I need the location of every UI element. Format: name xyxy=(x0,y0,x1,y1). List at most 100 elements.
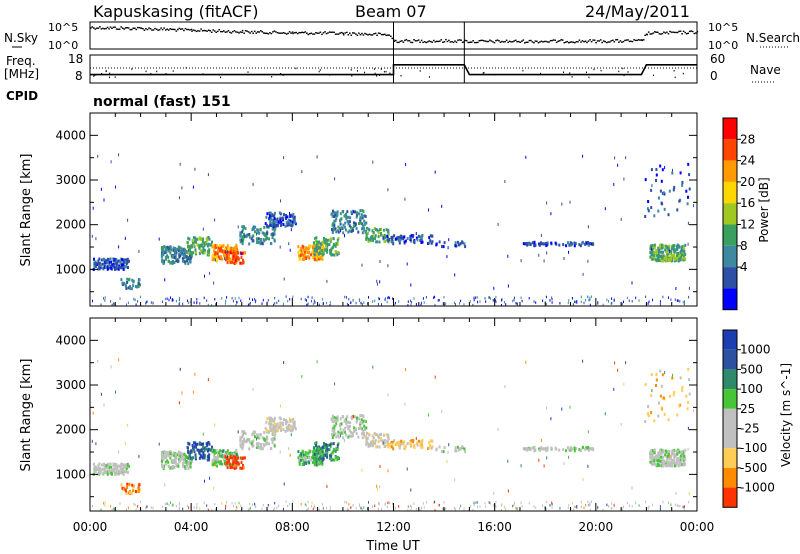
velocity-sample xyxy=(334,418,337,422)
power-sample xyxy=(112,264,115,268)
colorbar-tick-label: 24 xyxy=(740,154,755,168)
power-sample xyxy=(186,251,188,255)
power-sample xyxy=(387,188,389,192)
power-sample xyxy=(232,299,234,303)
nsky-sample xyxy=(566,40,569,43)
velocity-sample xyxy=(237,461,240,465)
velocity-ylabel: Slant Range [km] xyxy=(19,359,34,472)
nsky-sample xyxy=(90,27,92,29)
power-sample xyxy=(116,261,119,265)
velocity-sample xyxy=(273,425,276,429)
velocity-sample xyxy=(311,501,313,504)
nsky-sample xyxy=(347,34,350,36)
velocity-sample xyxy=(289,417,290,420)
nsky-sample xyxy=(622,40,625,43)
velocity-sample xyxy=(663,462,666,465)
power-sample xyxy=(372,239,374,243)
power-sample xyxy=(241,242,244,246)
velocity-sample xyxy=(169,456,172,460)
velocity-sample xyxy=(343,419,346,423)
colorbar-segment xyxy=(723,349,737,370)
power-sample xyxy=(682,258,685,262)
velocity-sample xyxy=(658,464,660,467)
nsky-sample xyxy=(108,28,110,30)
nsky-sample xyxy=(396,41,399,44)
nsky-sample xyxy=(504,41,506,43)
power-sample xyxy=(163,245,166,249)
velocity-sample xyxy=(186,456,188,460)
nsky-sample xyxy=(388,34,390,36)
power-sample xyxy=(100,258,103,262)
nsky-label: N.Sky xyxy=(4,31,38,45)
power-sample xyxy=(688,295,690,299)
velocity-sample xyxy=(346,415,349,419)
power-sample xyxy=(638,299,640,302)
power-sample xyxy=(356,213,358,217)
power-sample xyxy=(667,248,670,251)
velocity-sample xyxy=(515,506,517,510)
power-sample xyxy=(115,263,118,267)
power-sample xyxy=(378,297,379,300)
power-sample xyxy=(182,253,185,257)
velocity-sample xyxy=(388,501,390,505)
nsky-sample xyxy=(158,29,161,31)
power-sample xyxy=(232,247,235,251)
power-sample xyxy=(469,300,471,303)
power-sample xyxy=(255,240,258,244)
velocity-sample xyxy=(213,454,216,458)
power-sample xyxy=(346,296,347,299)
power-sample xyxy=(120,278,123,282)
velocity-sample xyxy=(459,447,462,451)
velocity-sample xyxy=(269,426,272,429)
velocity-sample xyxy=(324,453,327,457)
power-sample xyxy=(125,265,127,269)
velocity-sample xyxy=(103,502,105,505)
velocity-sample xyxy=(384,441,386,445)
power-sample xyxy=(334,251,337,255)
velocity-sample xyxy=(163,450,166,454)
power-sample xyxy=(443,241,446,245)
power-sample xyxy=(282,213,285,216)
nsky-sample xyxy=(301,31,303,33)
power-sample xyxy=(442,245,445,249)
power-sample xyxy=(300,297,302,301)
power-sample xyxy=(132,284,135,288)
power-sample xyxy=(221,250,224,254)
nsky-sample xyxy=(93,27,95,29)
velocity-sample xyxy=(672,449,675,453)
power-sample xyxy=(428,208,429,212)
nsky-sample xyxy=(583,41,585,43)
velocity-sample xyxy=(367,507,369,510)
nsky-sample xyxy=(115,28,118,30)
nsky-sample xyxy=(575,41,578,43)
velocity-sample xyxy=(361,421,364,425)
power-sample xyxy=(140,295,141,299)
velocity-sample xyxy=(319,451,322,455)
power-sample xyxy=(323,239,326,243)
velocity-sample xyxy=(326,484,328,488)
nave-sample xyxy=(389,72,391,74)
nsky-sample xyxy=(209,30,211,32)
nsky-sample xyxy=(272,31,274,33)
velocity-sample xyxy=(382,433,385,437)
velocity-sample xyxy=(329,456,332,460)
power-sample xyxy=(417,234,420,238)
velocity-sample xyxy=(463,508,465,511)
velocity-sample xyxy=(209,476,211,480)
power-sample xyxy=(279,218,282,222)
power-sample xyxy=(205,237,208,241)
velocity-sample xyxy=(492,504,494,507)
velocity-sample xyxy=(127,491,130,495)
velocity-sample xyxy=(661,464,664,468)
velocity-sample xyxy=(193,450,196,454)
velocity-sample xyxy=(261,446,264,450)
power-sample xyxy=(688,187,691,191)
power-sample xyxy=(372,300,374,303)
velocity-sample xyxy=(196,442,199,446)
nsky-sample xyxy=(129,29,132,31)
power-sample xyxy=(651,244,654,248)
power-sample xyxy=(331,228,333,232)
colorbar-tick-label: 16 xyxy=(740,196,755,210)
nsky-sample xyxy=(663,31,665,33)
nsky-sample xyxy=(223,30,225,32)
